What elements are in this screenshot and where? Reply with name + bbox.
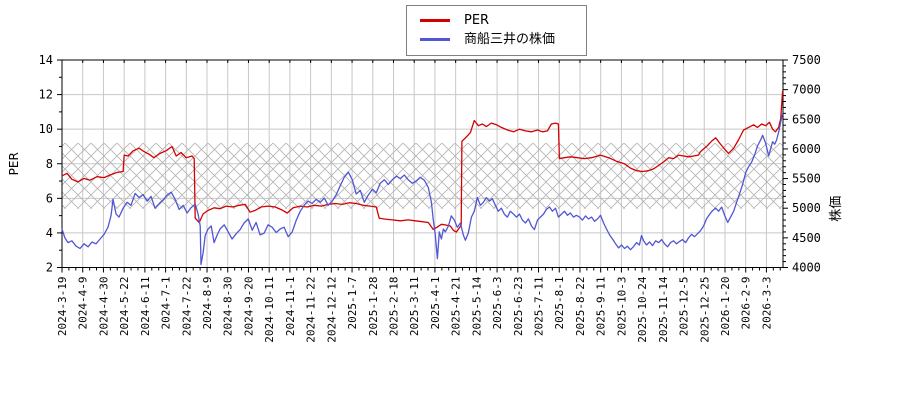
y-right-tick-label: 5000	[792, 201, 821, 215]
x-axis-tick-label: 2025-12-5	[678, 277, 691, 337]
x-axis-tick-label: 2024-9-20	[242, 277, 255, 337]
x-axis-tick-label: 2025-1-7	[346, 277, 359, 330]
x-axis-tick-label: 2025-8-1	[553, 277, 566, 330]
x-axis-tick-label: 2025-9-11	[595, 277, 608, 337]
y-left-tick-label: 4	[46, 226, 53, 240]
x-axis-tick-label: 2025-3-11	[408, 277, 421, 337]
x-axis-tick-label: 2025-4-21	[450, 277, 463, 337]
x-axis-tick-label: 2024-11-1	[284, 277, 297, 337]
x-axis-tick-label: 2024-4-30	[97, 277, 110, 337]
x-axis-tick-label: 2024-7-22	[180, 277, 193, 337]
y-right-tick-label: 7500	[792, 53, 821, 67]
x-axis-tick-label: 2025-7-11	[533, 277, 546, 337]
y-left-tick-label: 6	[46, 191, 53, 205]
y-left-tick-label: 2	[46, 261, 53, 275]
x-axis-tick-label: 2024-5-22	[118, 277, 131, 337]
y-right-tick-label: 4500	[792, 231, 821, 245]
per-line	[61, 90, 784, 233]
x-axis-tick-label: 2025-5-14	[470, 276, 483, 336]
x-axis-tick-label: 2024-10-11	[263, 277, 276, 343]
x-axis-tick-label: 2025-2-18	[387, 277, 400, 337]
x-axis-tick-label: 2025-1-28	[367, 277, 380, 337]
x-axis-tick-label: 2024-12-12	[325, 277, 338, 343]
x-axis-tick-label: 2026-3-3	[760, 277, 773, 330]
legend-label-stock-price: 商船三井の株価	[464, 32, 556, 47]
y-right-tick-label: 7000	[792, 83, 821, 97]
y-right-tick-label: 6000	[792, 142, 821, 156]
x-axis-tick-label: 2024-11-22	[305, 277, 318, 343]
x-axis-tick-label: 2025-11-14	[657, 276, 670, 343]
x-axis-tick-label: 2024-8-9	[201, 277, 214, 330]
y-right-tick-label: 6500	[792, 112, 821, 126]
stock-price-line	[61, 112, 784, 266]
x-axis-tick-label: 2025-6-3	[491, 276, 504, 329]
y-right-tick-label: 4000	[792, 261, 821, 275]
x-axis-tick-label: 2025-10-3	[615, 277, 628, 337]
x-axis-tick-label: 2025-12-25	[698, 277, 711, 343]
x-axis-tick-label: 2025-4-1	[429, 277, 442, 330]
y-left-axis-title: PER	[7, 152, 21, 175]
y-left-tick-label: 14	[39, 53, 53, 67]
x-axis-tick-label: 2024-3-19	[56, 277, 69, 337]
x-axis-tick-label: 2026-1-20	[719, 277, 732, 337]
legend-item-stock-price: 商船三井の株価	[407, 30, 586, 49]
y-left-tick-label: 10	[39, 122, 53, 136]
y-left-tick-label: 12	[39, 88, 53, 102]
x-axis-tick-label: 2025-8-22	[574, 277, 587, 337]
per-line-swatch	[420, 19, 450, 22]
x-axis-tick-label: 2024-6-11	[139, 277, 152, 337]
x-axis-tick-label: 2025-10-24	[636, 276, 649, 343]
x-axis-tick-label: 2025-6-23	[512, 277, 525, 337]
y-right-axis-title: 株価	[829, 196, 844, 222]
y-left-tick-label: 8	[46, 157, 53, 171]
legend-label-per: PER	[464, 13, 490, 28]
x-axis-tick-label: 2024-7-1	[160, 277, 173, 330]
per-range-hatch-band	[62, 143, 783, 209]
legend-item-per: PER	[407, 11, 586, 30]
x-axis-tick-label: 2024-8-30	[222, 277, 235, 337]
x-axis-tick-label: 2026-2-9	[740, 277, 753, 330]
y-right-tick-label: 5500	[792, 172, 821, 186]
stock-price-line-swatch	[420, 38, 450, 41]
x-axis-tick-label: 2024-4-9	[77, 277, 90, 330]
legend: PER 商船三井の株価	[406, 5, 587, 56]
